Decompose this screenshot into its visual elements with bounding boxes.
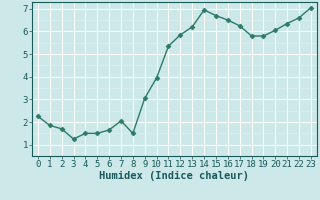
X-axis label: Humidex (Indice chaleur): Humidex (Indice chaleur) <box>100 171 249 181</box>
